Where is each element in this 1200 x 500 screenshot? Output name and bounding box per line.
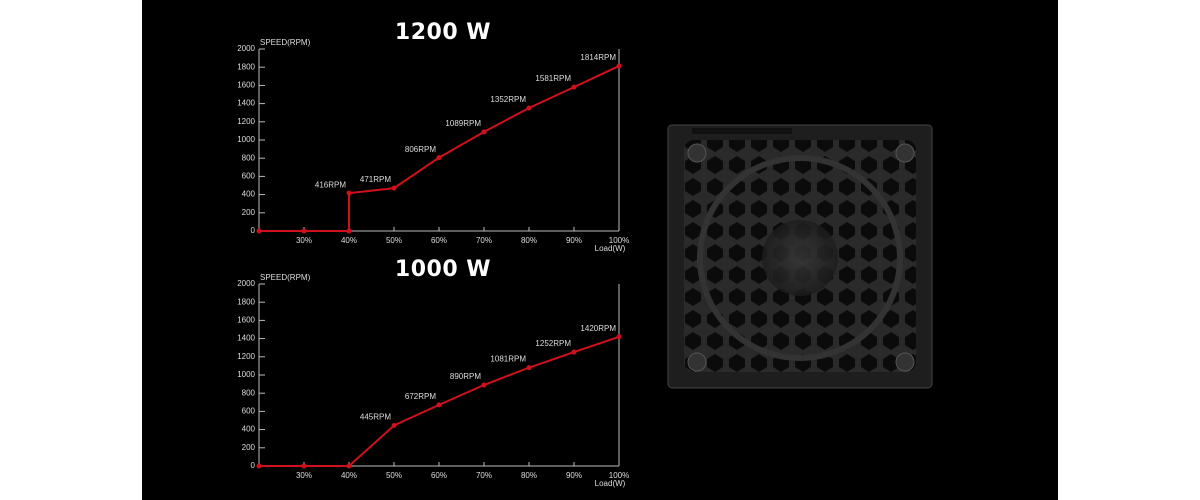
x-tick-label: 70% (476, 471, 492, 480)
data-label: 1814RPM (580, 53, 616, 62)
x-axis-label: Load(W) (595, 244, 626, 253)
y-tick-label: 1400 (237, 334, 255, 343)
y-tick-label: 600 (242, 407, 256, 416)
x-tick-label: 90% (566, 236, 582, 245)
x-tick-label: 70% (476, 236, 492, 245)
y-tick-label: 1600 (237, 316, 255, 325)
y-tick-label: 1800 (237, 62, 255, 71)
y-tick-label: 1400 (237, 99, 255, 108)
screw (895, 143, 915, 163)
y-tick-label: 1200 (237, 352, 255, 361)
data-line (259, 65, 620, 232)
data-point (616, 63, 622, 69)
x-tick-label: 30% (296, 471, 312, 480)
y-tick-label: 2000 (237, 44, 255, 53)
data-point (481, 382, 487, 388)
y-tick-label: 600 (242, 172, 256, 181)
x-tick-label: 60% (431, 471, 447, 480)
data-point (391, 423, 397, 429)
x-tick-label: 90% (566, 471, 582, 480)
data-point (346, 228, 352, 234)
x-tick-label: 50% (386, 236, 402, 245)
data-point (481, 129, 487, 135)
psu-edge (692, 128, 792, 134)
chart-title: 1000 W (395, 257, 491, 282)
psu-photo (667, 124, 933, 389)
x-axis-label: Load(W) (595, 479, 626, 488)
x-tick-label: 30% (296, 236, 312, 245)
data-point (436, 402, 442, 408)
data-point (346, 463, 352, 469)
data-label: 890RPM (450, 372, 481, 381)
chart-title: 1200 W (395, 20, 491, 45)
y-tick-label: 200 (242, 443, 256, 452)
data-point (256, 228, 262, 234)
data-point (571, 349, 577, 355)
y-tick-label: 0 (251, 226, 256, 235)
data-point (616, 334, 622, 340)
data-point (571, 84, 577, 90)
screw (687, 352, 707, 372)
data-label: 416RPM (315, 180, 346, 189)
y-tick-label: 2000 (237, 279, 255, 288)
y-axis-label: SPEED(RPM) (260, 273, 311, 282)
y-tick-label: 1800 (237, 297, 255, 306)
data-point (301, 228, 307, 234)
data-label: 1081RPM (490, 355, 526, 364)
y-tick-label: 200 (242, 208, 256, 217)
data-label: 1252RPM (535, 339, 571, 348)
chart: 1200 W SPEED(RPM) Load(W) 0 200 400 600 800 1000… (237, 20, 629, 253)
y-tick-label: 400 (242, 425, 256, 434)
fan-ring (697, 155, 903, 361)
y-tick-label: 400 (242, 190, 256, 199)
x-tick-label: 80% (521, 471, 537, 480)
y-axis-label: SPEED(RPM) (260, 38, 311, 47)
x-tick-label: 100% (609, 471, 629, 480)
y-tick-label: 800 (242, 153, 256, 162)
screw (895, 352, 915, 372)
x-tick-label: 50% (386, 471, 402, 480)
data-point (346, 190, 352, 196)
data-point (436, 155, 442, 161)
data-label: 1420RPM (580, 324, 616, 333)
x-tick-label: 60% (431, 236, 447, 245)
data-point (256, 463, 262, 469)
x-tick-label: 40% (341, 236, 357, 245)
data-point (391, 185, 397, 191)
data-label: 445RPM (360, 413, 391, 422)
data-label: 1352RPM (490, 95, 526, 104)
screw (687, 143, 707, 163)
data-point (526, 105, 532, 111)
data-label: 1089RPM (445, 119, 481, 128)
data-label: 672RPM (405, 392, 436, 401)
x-tick-label: 80% (521, 236, 537, 245)
data-label: 1581RPM (535, 74, 571, 83)
data-point (301, 463, 307, 469)
y-tick-label: 1000 (237, 135, 255, 144)
x-tick-label: 100% (609, 236, 629, 245)
fan-hub (762, 220, 838, 296)
y-tick-label: 1000 (237, 370, 255, 379)
x-tick-label: 40% (341, 471, 357, 480)
data-label: 806RPM (405, 145, 436, 154)
y-tick-label: 1200 (237, 117, 255, 126)
y-tick-label: 1600 (237, 81, 255, 90)
chart: 1000 W SPEED(RPM) Load(W) 0 200 400 600 800 1000… (237, 257, 629, 488)
y-tick-label: 800 (242, 388, 256, 397)
data-point (526, 365, 532, 371)
y-tick-label: 0 (251, 461, 256, 470)
data-label: 471RPM (360, 175, 391, 184)
